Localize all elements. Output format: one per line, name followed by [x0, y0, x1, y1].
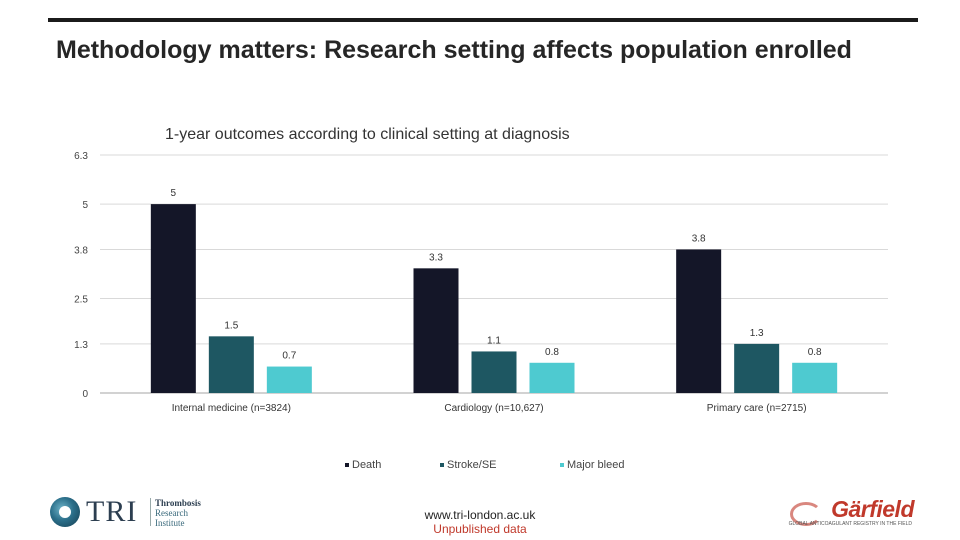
- tri-logo: TRI Thrombosis Research Institute: [50, 495, 210, 529]
- tri-logo-divider: [150, 498, 151, 526]
- y-tick-label: 6.3: [74, 151, 88, 162]
- legend-swatch: [560, 463, 564, 467]
- bar-stroke-se: [208, 336, 254, 393]
- bar-value-label: 0.8: [808, 347, 822, 358]
- legend-label: Death: [352, 459, 382, 471]
- x-category-label: Internal medicine (n=3824): [172, 403, 291, 414]
- legend-swatch: [440, 463, 444, 467]
- y-tick-label: 2.5: [74, 295, 88, 306]
- bar-value-label: 1.1: [487, 335, 501, 346]
- bar-value-label: 3.8: [692, 233, 706, 244]
- bar-stroke-se: [471, 351, 517, 393]
- legend-item: Death: [345, 459, 381, 471]
- page-title: Methodology matters: Research setting af…: [56, 36, 852, 64]
- footer-note: Unpublished data: [433, 522, 527, 536]
- y-tick-label: 5: [82, 200, 88, 211]
- bar-major-bleed: [266, 366, 312, 393]
- bar-value-label: 5: [171, 188, 177, 199]
- chart-legend: Death Stroke/SE Major bleed: [0, 459, 960, 475]
- garfield-logo: Gärfield GLOBAL ANTICOAGULANT REGISTRY I…: [788, 496, 918, 530]
- bar-death: [150, 204, 196, 393]
- y-tick-label: 0: [82, 389, 88, 400]
- y-tick-label: 3.8: [74, 245, 88, 256]
- chart-title: 1-year outcomes according to clinical se…: [165, 126, 570, 143]
- tri-logo-sub-2: Research: [155, 508, 188, 518]
- bar-death: [413, 268, 459, 393]
- bar-stroke-se: [734, 343, 780, 393]
- garfield-swirl-icon: [790, 502, 822, 526]
- garfield-logo-mark: Gärfield: [831, 496, 914, 522]
- bar-value-label: 1.5: [224, 320, 238, 331]
- tri-logo-icon: [50, 497, 80, 527]
- bar-value-label: 1.3: [750, 328, 764, 339]
- bar-value-label: 3.3: [429, 252, 443, 263]
- x-category-label: Cardiology (n=10,627): [444, 403, 543, 414]
- garfield-logo-tagline: GLOBAL ANTICOAGULANT REGISTRY IN THE FIE…: [788, 521, 912, 527]
- x-category-label: Primary care (n=2715): [707, 403, 807, 414]
- tri-logo-sub-3: Institute: [155, 518, 185, 528]
- legend-swatch: [345, 463, 349, 467]
- title-rule: [48, 18, 918, 22]
- bar-value-label: 0.7: [282, 351, 296, 362]
- legend-item: Stroke/SE: [440, 459, 497, 471]
- bar-major-bleed: [792, 362, 838, 393]
- footer-url: www.tri-london.ac.uk: [424, 508, 536, 522]
- tri-logo-subtitle: Thrombosis Research Institute: [155, 498, 201, 528]
- legend-label: Stroke/SE: [447, 459, 497, 471]
- bar-major-bleed: [529, 362, 575, 393]
- legend-item: Major bleed: [560, 459, 624, 471]
- tri-logo-mark: TRI: [86, 495, 138, 528]
- y-tick-label: 1.3: [74, 340, 88, 351]
- legend-label: Major bleed: [567, 459, 625, 471]
- tri-logo-sub-1: Thrombosis: [155, 498, 201, 508]
- bar-value-label: 0.8: [545, 347, 559, 358]
- bar-death: [676, 249, 722, 393]
